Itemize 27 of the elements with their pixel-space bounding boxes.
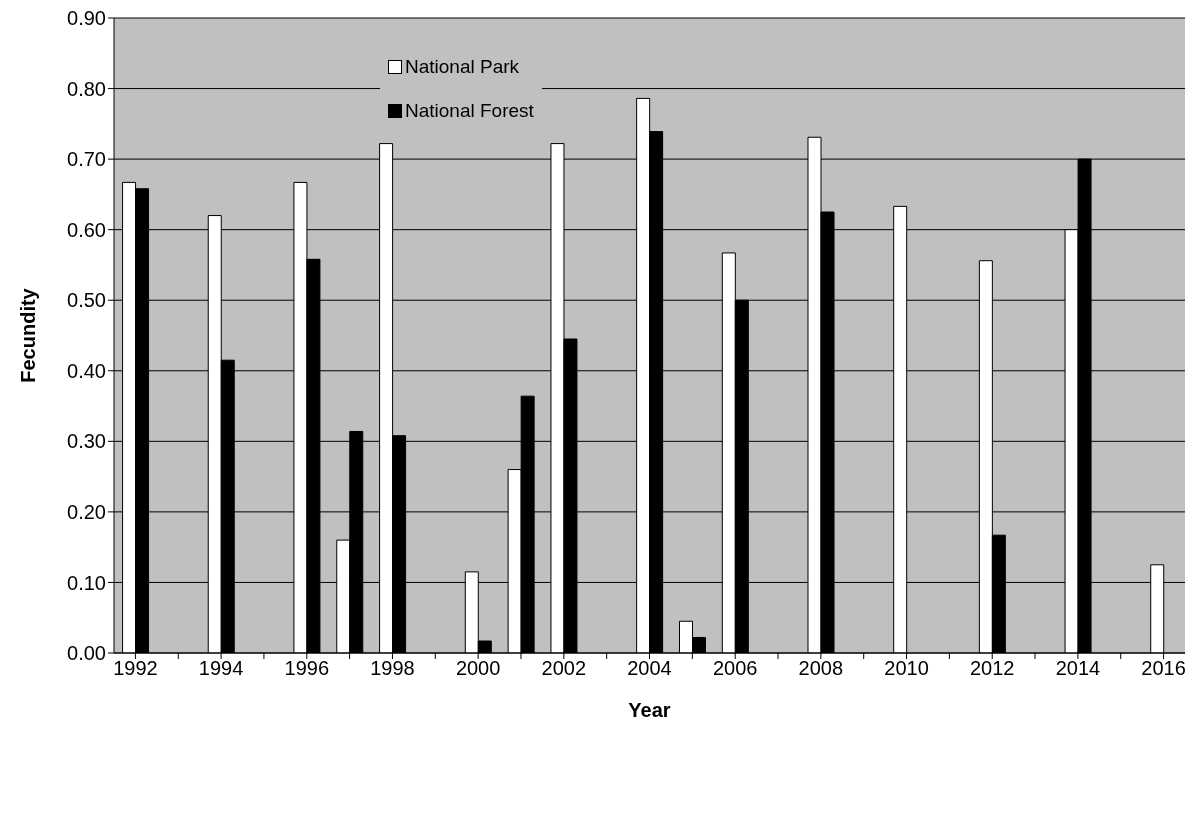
x-tick-label: 1996 bbox=[284, 657, 330, 680]
y-tick-label: 0.60 bbox=[67, 218, 106, 241]
x-tick-label: 2012 bbox=[969, 657, 1015, 680]
x-tick-label: 2008 bbox=[798, 657, 844, 680]
legend-label: National Park bbox=[405, 56, 520, 78]
x-tick-label: 1998 bbox=[370, 657, 415, 680]
y-tick-label: 0.40 bbox=[67, 359, 106, 382]
x-axis-title: Year bbox=[628, 699, 671, 722]
y-tick-label: 0.10 bbox=[67, 571, 106, 594]
x-tick-label: 1994 bbox=[198, 657, 244, 680]
x-tick-label: 2002 bbox=[541, 657, 587, 680]
y-tick-label: 0.70 bbox=[67, 148, 106, 171]
x-tick-label: 2000 bbox=[455, 657, 501, 680]
x-tick-label: 2004 bbox=[627, 657, 672, 680]
y-tick-label: 0.80 bbox=[67, 77, 106, 100]
y-axis-title: Fecundity bbox=[17, 287, 40, 383]
x-tick-label: 2016 bbox=[1141, 657, 1186, 680]
y-tick-label: 0.50 bbox=[67, 289, 106, 312]
y-tick-label: 0.90 bbox=[67, 7, 106, 30]
legend-label: National Forest bbox=[405, 100, 534, 122]
y-tick-label: 0.30 bbox=[67, 430, 106, 453]
y-tick-label: 0.20 bbox=[67, 500, 106, 523]
y-tick-label: 0.00 bbox=[67, 642, 106, 665]
x-tick-label: 1992 bbox=[113, 657, 158, 680]
x-tick-label: 2006 bbox=[712, 657, 758, 680]
x-tick-label: 2010 bbox=[884, 657, 929, 680]
x-tick-label: 2014 bbox=[1055, 657, 1101, 680]
